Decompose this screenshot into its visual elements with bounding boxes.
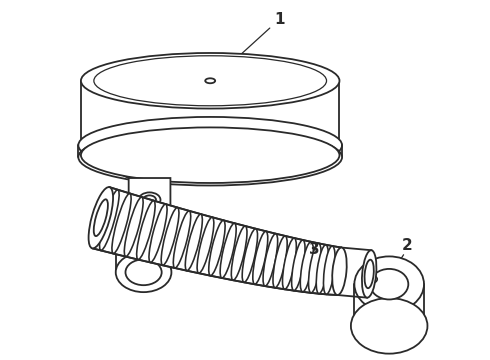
Ellipse shape: [94, 56, 326, 106]
Text: 1: 1: [274, 12, 285, 27]
Polygon shape: [92, 187, 342, 295]
Ellipse shape: [300, 242, 313, 292]
Ellipse shape: [197, 217, 214, 273]
Ellipse shape: [253, 231, 268, 284]
Ellipse shape: [323, 246, 335, 294]
Ellipse shape: [220, 223, 236, 278]
Ellipse shape: [116, 208, 172, 247]
Ellipse shape: [78, 117, 342, 174]
Ellipse shape: [354, 256, 424, 312]
Ellipse shape: [205, 78, 215, 83]
Polygon shape: [129, 178, 171, 228]
Ellipse shape: [173, 211, 191, 268]
Ellipse shape: [139, 192, 161, 207]
Ellipse shape: [309, 243, 321, 293]
Ellipse shape: [81, 53, 340, 109]
Text: 2: 2: [402, 238, 413, 253]
Ellipse shape: [283, 238, 296, 289]
Ellipse shape: [124, 197, 143, 257]
Ellipse shape: [362, 250, 376, 298]
Ellipse shape: [316, 245, 328, 294]
Ellipse shape: [161, 207, 179, 265]
Text: 3: 3: [309, 242, 320, 257]
Ellipse shape: [209, 220, 225, 276]
Ellipse shape: [116, 252, 172, 292]
Ellipse shape: [94, 199, 108, 236]
Ellipse shape: [332, 248, 347, 295]
Ellipse shape: [78, 129, 342, 185]
Ellipse shape: [370, 269, 408, 300]
Ellipse shape: [292, 240, 305, 291]
Ellipse shape: [137, 201, 155, 260]
Ellipse shape: [125, 260, 162, 285]
Ellipse shape: [273, 236, 287, 288]
Ellipse shape: [125, 215, 162, 240]
Ellipse shape: [365, 260, 374, 288]
Ellipse shape: [89, 187, 113, 248]
Ellipse shape: [143, 195, 156, 204]
Ellipse shape: [351, 298, 427, 354]
Ellipse shape: [263, 234, 278, 286]
Ellipse shape: [185, 214, 202, 271]
Ellipse shape: [242, 229, 258, 282]
Ellipse shape: [366, 275, 377, 283]
Ellipse shape: [81, 127, 340, 183]
Ellipse shape: [231, 226, 247, 280]
Ellipse shape: [120, 61, 301, 100]
Ellipse shape: [99, 190, 119, 251]
Ellipse shape: [149, 204, 167, 262]
Ellipse shape: [112, 193, 131, 253]
